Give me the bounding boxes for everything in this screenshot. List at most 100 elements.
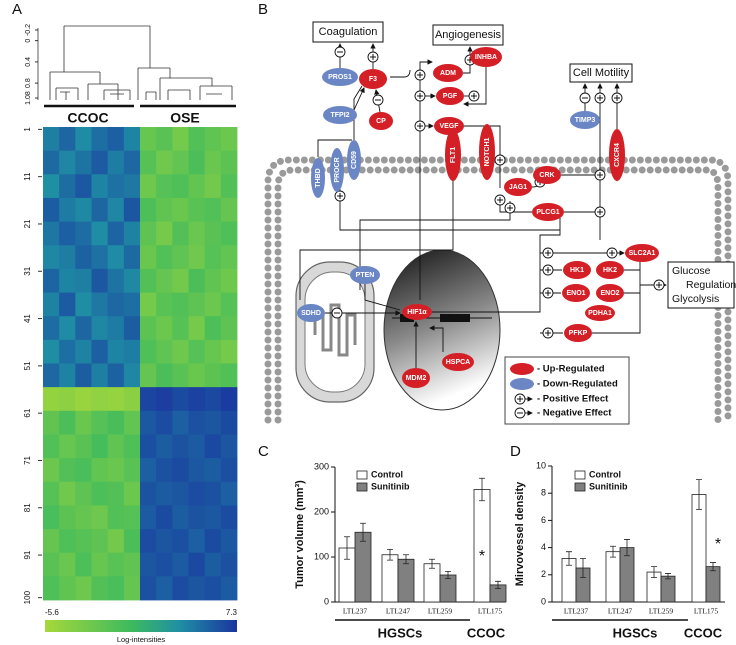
dendrogram-tick-label: -0.2 (25, 24, 32, 36)
nucleus (383, 249, 501, 411)
row-tick-label: 51 (23, 361, 32, 370)
legend-entry: - Up-Regulated (537, 364, 605, 375)
heatmap-cell (123, 434, 141, 459)
y-axis-label: Tumor volume (mm³) (294, 480, 306, 589)
outcome-label: Regulation (686, 279, 736, 291)
heatmap-cell (188, 529, 206, 554)
heatmap-cell (59, 268, 76, 293)
heatmap-cell (220, 245, 238, 270)
heatmap-cell (123, 458, 141, 483)
colorbar (45, 620, 237, 632)
gene-node (347, 140, 361, 180)
bar (439, 574, 457, 603)
gene-label: CRK (539, 172, 554, 179)
legend-swatch (356, 470, 368, 480)
heatmap-cell (156, 387, 173, 412)
gene-label: CXCR4 (614, 143, 621, 167)
gene-label: NOTCH1 (484, 138, 491, 167)
heatmap-cell (59, 529, 76, 554)
heatmap-cell (156, 529, 173, 554)
gene-label: JAG1 (509, 184, 527, 191)
heatmap-cell (91, 292, 109, 317)
legend-label: Control (589, 469, 621, 479)
heatmap-cell (188, 552, 206, 577)
heatmap-cell (140, 339, 157, 364)
gene-node (436, 87, 464, 105)
dendrogram (49, 25, 233, 100)
heatmap-cell (107, 363, 125, 388)
heatmap-cell (59, 363, 76, 388)
heatmap-cell (156, 316, 173, 341)
heatmap-cell (43, 339, 60, 364)
heatmap-cell (204, 174, 222, 199)
heatmap-cell (91, 434, 109, 459)
heatmap-cell (107, 245, 125, 270)
bar (705, 566, 721, 603)
gene-label: PGF (443, 93, 458, 100)
gene-node (323, 106, 357, 124)
heatmap-cell (43, 150, 60, 175)
heatmap-cell (156, 410, 173, 435)
heatmap-cell (204, 197, 222, 222)
heatmap-cell (140, 576, 157, 601)
heatmap-cell (140, 316, 157, 341)
heatmap-cell (75, 316, 92, 341)
column-group: OSE (170, 110, 200, 126)
y-tick-label: 300 (314, 461, 329, 471)
panel-label: D (510, 443, 521, 460)
gene-node (585, 305, 615, 321)
heatmap-cell (172, 292, 189, 317)
heatmap-cell (123, 292, 141, 317)
gene-label: PFKP (569, 330, 588, 337)
heatmap-cell (172, 245, 189, 270)
heatmap-cell (204, 221, 222, 246)
heatmap-cell (107, 150, 125, 175)
heatmap-cell (140, 363, 157, 388)
error-bar (429, 558, 435, 569)
error-bar (710, 562, 716, 572)
heatmap-cell (91, 197, 109, 222)
gene-node (369, 112, 393, 130)
heatmap-cell (91, 458, 109, 483)
heatmap-cell (75, 221, 92, 246)
heatmap-cell (172, 221, 189, 246)
box (432, 24, 504, 46)
heatmap-cell (220, 552, 238, 577)
heatmap-cell (220, 221, 238, 246)
heatmap-cell (59, 174, 76, 199)
heatmap-cell (188, 387, 206, 412)
heatmap-cell (123, 221, 141, 246)
gene-node (563, 261, 591, 279)
row-tick-label: 81 (23, 503, 32, 512)
heatmap-cell (220, 197, 238, 222)
heatmap-cell (59, 458, 76, 483)
heatmap-cell (188, 363, 206, 388)
heatmap-cell (59, 316, 76, 341)
dendrogram-tick-label: 0.8 (25, 78, 32, 88)
heatmap-cell (123, 339, 141, 364)
heatmap-cell (123, 127, 141, 152)
heatmap-cell (204, 552, 222, 577)
heatmap-cell (204, 150, 222, 175)
heatmap-cell (107, 268, 125, 293)
heatmap-cell (91, 268, 109, 293)
heatmap-cell (220, 576, 238, 601)
gene-label: CD59 (351, 151, 358, 169)
heatmap-cell (107, 316, 125, 341)
dendrogram-tick-label: 0.4 (25, 57, 32, 67)
bar (605, 551, 621, 603)
heatmap-cell (172, 339, 189, 364)
column-group: CCOC (67, 110, 108, 126)
heatmap-cell (156, 150, 173, 175)
heatmap-cell (172, 552, 189, 577)
x-tick-label: LTL247 (386, 607, 411, 616)
heatmap-cell (123, 245, 141, 270)
heatmap-cell (140, 245, 157, 270)
heatmap-cell (140, 221, 157, 246)
heatmap-cell (172, 576, 189, 601)
heatmap-cell (123, 576, 141, 601)
diagram-legend (504, 356, 630, 425)
bar (423, 563, 441, 603)
legend-entry: - Negative Effect (537, 408, 612, 419)
